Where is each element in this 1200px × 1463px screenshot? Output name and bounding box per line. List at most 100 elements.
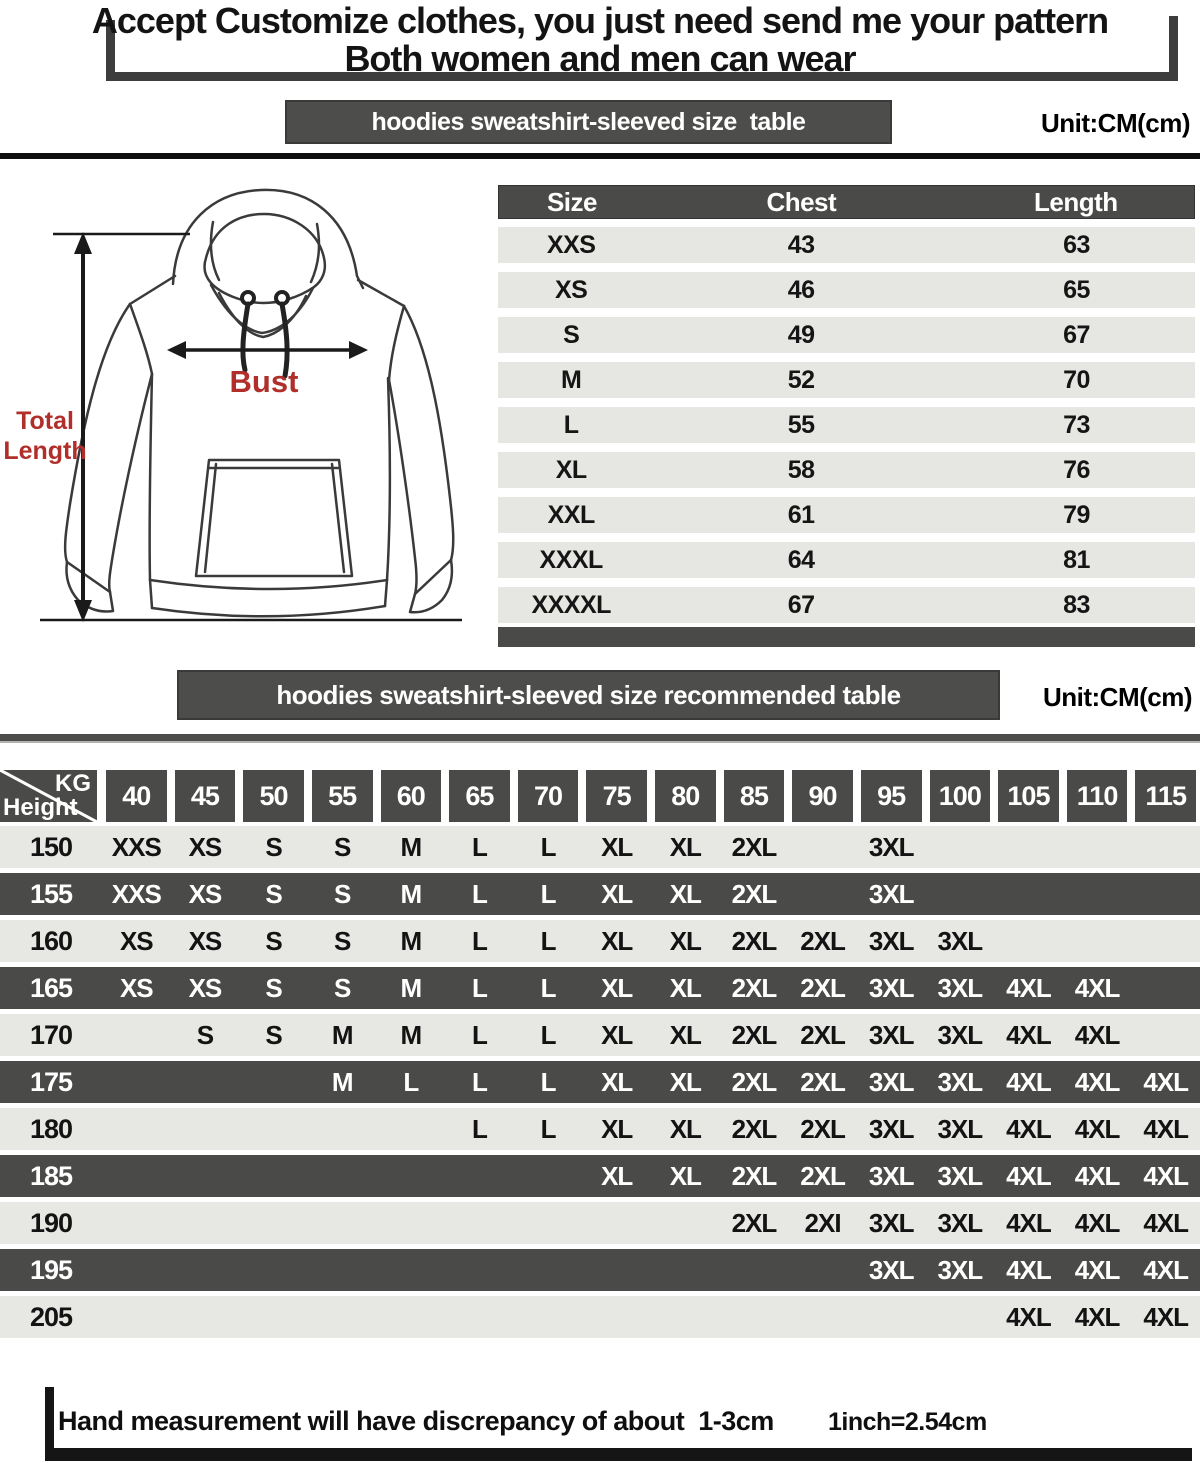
recommended-size-cell: XL bbox=[601, 972, 633, 1003]
recommended-size-cell: L bbox=[471, 925, 488, 956]
recommended-size-cell: 2XL bbox=[800, 1113, 846, 1144]
matrix-row: 205 4XL 4XL 4XL bbox=[0, 1296, 1200, 1338]
recommendation-matrix: KG Height 40 45 50 55 60 65 70 75 80 85 90 95 100 105… bbox=[0, 770, 1200, 1343]
weight-header: 90 bbox=[792, 770, 853, 822]
recommended-size-cell: XL bbox=[669, 831, 702, 862]
recommended-size-cell: L bbox=[540, 878, 557, 909]
size-table-row: XL 58 76 bbox=[498, 452, 1195, 488]
col-header-chest: Chest bbox=[766, 186, 837, 217]
recommended-size-cell: XL bbox=[669, 1019, 702, 1050]
footer-bracket-left bbox=[45, 1387, 54, 1461]
recommended-size-cell: 4XL bbox=[1074, 1113, 1121, 1144]
recommended-size-cell: S bbox=[334, 925, 351, 956]
recommended-banner: hoodies sweatshirt-sleeved size recommen… bbox=[177, 670, 1000, 720]
chest-cell: 43 bbox=[787, 230, 815, 259]
recommended-size-cell: L bbox=[540, 831, 557, 862]
recommended-size-cell: L bbox=[540, 925, 557, 956]
recommended-size-cell: 3XL bbox=[937, 1254, 983, 1285]
bust-label: Bust bbox=[229, 364, 299, 399]
recommended-size-cell: XL bbox=[601, 925, 633, 956]
height-cell: 165 bbox=[29, 972, 73, 1003]
length-cell: 79 bbox=[1063, 500, 1090, 529]
recommended-size-cell: 4XL bbox=[1074, 1019, 1121, 1050]
size-table-unit: Unit:CM(cm) bbox=[1040, 108, 1191, 138]
weight-header: 85 bbox=[723, 770, 785, 822]
corner-diagonal-line bbox=[0, 770, 97, 822]
recommended-size-cell: L bbox=[540, 1113, 557, 1144]
recommended-size-cell: M bbox=[400, 925, 422, 956]
matrix-row: 180 L L XL XL 2XL 2XL 3XL 3XL 4XL 4XL 4XL bbox=[0, 1108, 1200, 1150]
height-cell: 190 bbox=[29, 1207, 73, 1238]
recommended-size-cell: 2XL bbox=[731, 1019, 778, 1050]
hoodie-diagram bbox=[40, 188, 462, 622]
headline-bracket-left bbox=[106, 20, 115, 78]
recommended-size-cell: L bbox=[471, 1019, 488, 1050]
recommended-size-cell: S bbox=[334, 972, 351, 1003]
recommended-size-cell: S bbox=[265, 972, 282, 1003]
recommended-size-cell: 3XL bbox=[868, 1160, 915, 1191]
corner-height-label: Height bbox=[3, 794, 78, 821]
recommended-size-cell: L bbox=[403, 1066, 419, 1097]
weight-header: 75 bbox=[586, 770, 647, 822]
hoodie-sketch bbox=[63, 188, 455, 618]
recommended-size-cell: 3XL bbox=[868, 925, 915, 956]
recommended-size-cell: 4XL bbox=[1006, 1207, 1052, 1238]
recommended-size-cell: 3XL bbox=[937, 1113, 983, 1144]
height-cell: 160 bbox=[29, 925, 73, 956]
matrix-row: 160 XS XS S S M L L XL XL 2XL 2XL 3XL 3XL bbox=[0, 920, 1200, 962]
chest-cell: 49 bbox=[787, 320, 815, 349]
recommended-size-cell: XL bbox=[601, 1019, 633, 1050]
headline-line1: Accept Customize clothes, you just need … bbox=[91, 0, 1109, 41]
recommended-size-cell: 3XL bbox=[868, 1066, 915, 1097]
recommended-size-cell: 4XL bbox=[1143, 1160, 1189, 1191]
size-table-row: XS 46 65 bbox=[498, 272, 1195, 308]
recommended-size-cell: 4XL bbox=[1006, 1254, 1052, 1285]
recommended-size-cell: 2XL bbox=[800, 1160, 846, 1191]
weight-header: 105 bbox=[998, 770, 1059, 822]
weight-header: 80 bbox=[655, 770, 716, 822]
footer-bracket-bottom bbox=[45, 1448, 1192, 1461]
recommended-size-cell: L bbox=[471, 1113, 488, 1144]
weight-header: 60 bbox=[380, 770, 442, 822]
size-table-footer-bar bbox=[498, 627, 1195, 647]
recommended-size-cell: 4XL bbox=[1006, 1019, 1052, 1050]
total-length-line2: Length bbox=[3, 437, 87, 465]
recommended-size-cell: 4XL bbox=[1143, 1254, 1189, 1285]
recommended-size-cell: 2XL bbox=[731, 1207, 778, 1238]
recommended-size-cell: 2XL bbox=[731, 1113, 778, 1144]
recommended-size-cell: M bbox=[331, 1019, 354, 1050]
length-cell: 67 bbox=[1063, 320, 1090, 349]
chest-cell: 64 bbox=[787, 545, 815, 574]
drawstrings bbox=[240, 290, 290, 379]
recommended-size-cell: 3XL bbox=[937, 1066, 983, 1097]
size-cell: S bbox=[563, 320, 580, 349]
recommended-size-cell: 2XL bbox=[731, 1160, 778, 1191]
recommended-size-cell: 4XL bbox=[1143, 1066, 1189, 1097]
recommended-size-cell: XL bbox=[669, 878, 702, 909]
recommended-size-cell: 3XL bbox=[937, 1160, 983, 1191]
chest-cell: 67 bbox=[787, 590, 815, 619]
size-cell: XXL bbox=[547, 500, 596, 529]
recommended-size-cell: S bbox=[265, 831, 282, 862]
col-header-size: Size bbox=[546, 186, 598, 217]
recommended-size-cell: 4XL bbox=[1143, 1113, 1189, 1144]
recommended-size-cell: 3XL bbox=[868, 972, 915, 1003]
recommended-size-cell: 3XL bbox=[868, 1113, 915, 1144]
col-header-length: Length bbox=[1034, 186, 1118, 217]
bust-arrow bbox=[167, 341, 368, 359]
recommended-size-cell: 4XL bbox=[1074, 1254, 1121, 1285]
chest-cell: 55 bbox=[787, 410, 815, 439]
weight-header: 115 bbox=[1135, 770, 1196, 822]
recommended-size-cell: 3XL bbox=[868, 1019, 915, 1050]
recommended-size-cell: S bbox=[265, 925, 282, 956]
recommended-size-cell: 4XL bbox=[1006, 1160, 1052, 1191]
size-table-body: XXS 43 63 XS 46 65 S 49 67 M 52 70 L 55 73 XL 58 76 XXL 61 7… bbox=[498, 227, 1195, 623]
height-cell: 150 bbox=[29, 831, 73, 862]
size-table-row: L 55 73 bbox=[498, 407, 1195, 443]
matrix-body: 150 XXS XS S S M L L XL XL 2XL 3XL 155 XXS XS S S M L L XL XL… bbox=[0, 826, 1200, 1338]
chest-cell: 52 bbox=[787, 365, 815, 394]
size-table-row: XXS 43 63 bbox=[498, 227, 1195, 263]
recommended-size-cell: 4XL bbox=[1074, 1301, 1121, 1332]
recommended-size-cell: XL bbox=[669, 1113, 702, 1144]
